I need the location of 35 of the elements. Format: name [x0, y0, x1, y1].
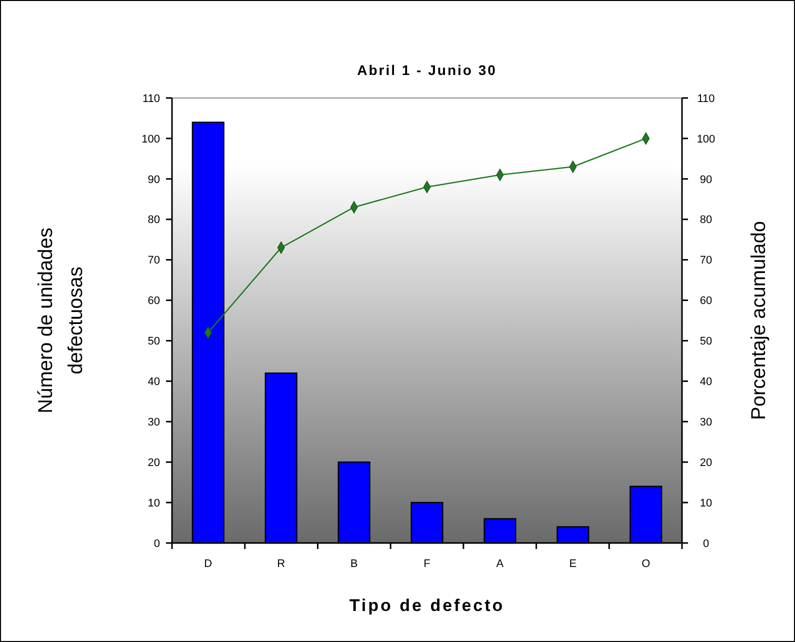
- y-tick-label: 50: [148, 336, 160, 348]
- y-tick-label: 0: [154, 538, 160, 550]
- y2-tick-label: 110: [697, 92, 715, 105]
- y2-tick-label: 70: [700, 254, 712, 267]
- y-tick-label: 90: [148, 174, 160, 186]
- y-tick-label: 10: [148, 497, 160, 510]
- y-tick-label: 70: [148, 254, 160, 267]
- y2-tick-label: 0: [702, 538, 710, 550]
- y-tick-label: 60: [148, 295, 160, 308]
- x-axis-title: Tipo de defecto: [349, 596, 505, 615]
- y-tick-label: 80: [148, 214, 160, 226]
- chart-title: Abril 1 - Junio 30: [357, 62, 497, 78]
- y-tick-label: 110: [142, 92, 160, 105]
- y-axis-title: Número de unidades defectuosas: [35, 228, 87, 414]
- y-tick-label: 40: [148, 376, 160, 388]
- x-tick-label: B: [350, 558, 358, 570]
- x-tick-label: O: [642, 558, 651, 570]
- y2-tick-label: 80: [700, 214, 712, 226]
- y-tick-label: 30: [148, 416, 160, 428]
- x-tick-label: R: [277, 558, 286, 570]
- y-tick-label: 100: [142, 133, 160, 146]
- x-tick-label: F: [424, 558, 431, 570]
- y2-tick-label: 60: [700, 295, 712, 308]
- y2-axis-title: Porcentaje acumulado: [748, 220, 770, 420]
- y2-tick-label: 50: [700, 336, 712, 348]
- x-tick-label: A: [496, 558, 504, 570]
- y2-tick-label: 40: [700, 376, 712, 388]
- y2-tick-label: 100: [696, 133, 716, 146]
- x-tick-label: D: [204, 558, 212, 570]
- y-tick-label: 20: [148, 456, 160, 469]
- x-tick-label: E: [569, 558, 577, 570]
- y2-tick-label: 90: [700, 174, 712, 186]
- y2-tick-label: 10: [700, 497, 712, 510]
- y2-tick-label: 20: [700, 456, 712, 469]
- y2-tick-label: 30: [700, 416, 712, 428]
